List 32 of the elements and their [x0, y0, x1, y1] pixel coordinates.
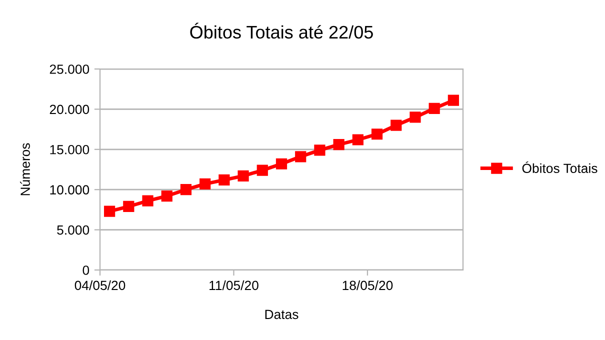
y-axis-title: Números — [20, 143, 30, 196]
point — [352, 134, 364, 146]
point — [256, 164, 268, 176]
point — [333, 139, 344, 150]
point — [276, 158, 288, 170]
y-tick-label: 0 — [82, 266, 90, 275]
point — [238, 170, 249, 182]
x-tick-label: 11/05/20 — [210, 280, 258, 290]
point — [390, 120, 402, 131]
point — [200, 178, 211, 190]
point — [218, 174, 230, 186]
y-tick-label: 5.000 — [57, 225, 90, 235]
point — [161, 190, 172, 202]
x-tick-label: 04/05/20 — [74, 280, 126, 290]
point — [142, 195, 154, 206]
point — [428, 102, 440, 114]
point — [371, 128, 383, 140]
x-axis-title: Datas — [265, 310, 298, 320]
point — [180, 184, 192, 196]
y-tick-label: 20.000 — [50, 104, 90, 114]
point — [295, 151, 306, 162]
y-tick-label: 15.000 — [50, 144, 90, 154]
chart-title: Óbitos Totais até 22/05 — [190, 22, 373, 39]
y-tick-label: 10.000 — [50, 185, 90, 195]
legend-label: Óbitos Totais — [522, 161, 598, 174]
point — [448, 94, 460, 106]
y-tick-label: 25.000 — [50, 64, 90, 74]
point — [410, 112, 421, 123]
point — [104, 206, 116, 217]
x-tick-label: 18/05/20 — [342, 280, 393, 290]
point — [314, 144, 326, 156]
point — [123, 200, 134, 212]
